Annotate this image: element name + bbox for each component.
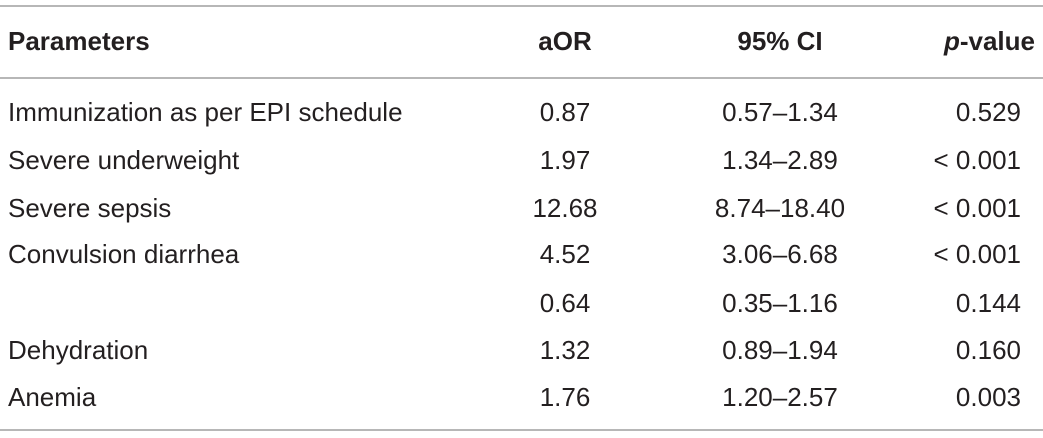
cell-p-value: < 0.001 xyxy=(933,239,1021,269)
cell-aor: 0.64 xyxy=(539,288,591,318)
header-aor: aOR xyxy=(538,26,592,56)
cell-ci: 1.20–2.57 xyxy=(722,382,838,412)
cell-ci: 3.06–6.68 xyxy=(722,239,838,269)
table-header-row: Parameters aOR 95% CI p-value xyxy=(0,19,1043,63)
table-bottom-rule xyxy=(0,429,1043,431)
header-p-suffix: -value xyxy=(959,26,1035,56)
cell-parameter: Severe sepsis xyxy=(8,193,172,223)
table-row: 0.64 0.35–1.16 0.144 xyxy=(0,281,1043,325)
cell-parameter: Dehydration xyxy=(8,335,149,365)
cell-ci: 8.74–18.40 xyxy=(714,193,846,223)
header-p-italic: p xyxy=(943,26,960,56)
table-row: Dehydration 1.32 0.89–1.94 0.160 xyxy=(0,328,1043,372)
cell-p-value: < 0.001 xyxy=(933,193,1021,223)
header-ci: 95% CI xyxy=(737,26,823,56)
cell-ci: 0.89–1.94 xyxy=(722,335,838,365)
table-header-rule xyxy=(0,77,1043,79)
table-row: Convulsion diarrhea 4.52 3.06–6.68 < 0.0… xyxy=(0,232,1043,276)
table-row: Anemia 1.76 1.20–2.57 0.003 xyxy=(0,375,1043,419)
cell-p-value: 0.529 xyxy=(955,97,1021,127)
cell-aor: 0.87 xyxy=(539,97,591,127)
cell-p-value: 0.003 xyxy=(955,382,1021,412)
cell-ci: 0.57–1.34 xyxy=(722,97,838,127)
cell-p-value: 0.144 xyxy=(955,288,1021,318)
cell-aor: 1.76 xyxy=(539,382,591,412)
cell-aor: 1.32 xyxy=(539,335,591,365)
header-p-value: p-value xyxy=(885,19,1035,63)
table-row: Severe sepsis 12.68 8.74–18.40 < 0.001 xyxy=(0,186,1043,230)
cell-parameter: Anemia xyxy=(8,382,97,412)
cell-parameter: Severe underweight xyxy=(8,145,240,175)
header-parameters: Parameters xyxy=(8,26,150,56)
table-row: Severe underweight 1.97 1.34–2.89 < 0.00… xyxy=(0,138,1043,182)
cell-p-value: < 0.001 xyxy=(933,145,1021,175)
cell-p-value: 0.160 xyxy=(955,335,1021,365)
cell-parameter: Convulsion diarrhea xyxy=(8,239,240,269)
table-row: Immunization as per EPI schedule 0.87 0.… xyxy=(0,90,1043,134)
cell-ci: 0.35–1.16 xyxy=(722,288,838,318)
cell-aor: 12.68 xyxy=(532,193,598,223)
cell-parameter: Immunization as per EPI schedule xyxy=(8,97,403,127)
cell-ci: 1.34–2.89 xyxy=(722,145,838,175)
cell-aor: 4.52 xyxy=(539,239,591,269)
table-top-rule xyxy=(0,5,1043,7)
cell-aor: 1.97 xyxy=(539,145,591,175)
